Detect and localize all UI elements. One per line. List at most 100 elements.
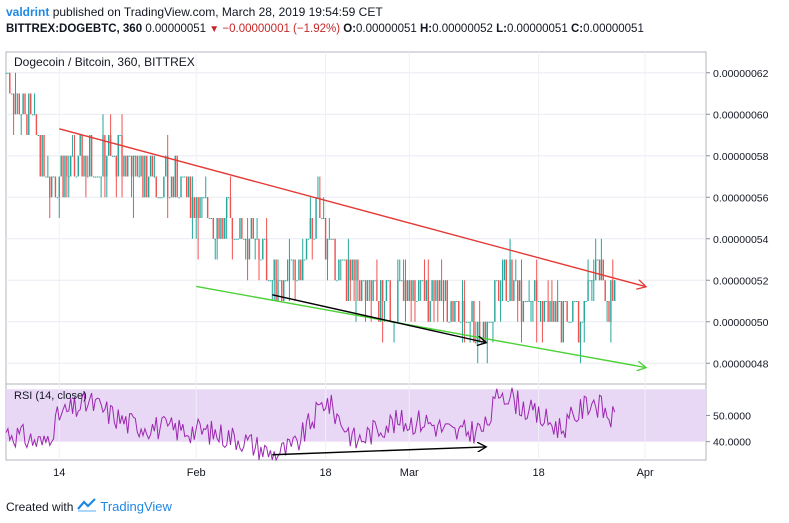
candle-body [7, 72, 9, 74]
candle-body [167, 155, 169, 198]
candle-body [279, 280, 281, 282]
candle-body [45, 176, 47, 178]
candle-body [465, 321, 468, 323]
x-tick-label: 18 [319, 467, 331, 479]
trendline-price-divergence [272, 294, 485, 343]
candle-body [68, 176, 70, 178]
candle-body [416, 301, 418, 302]
candle-body [541, 301, 544, 322]
candle-body [271, 280, 273, 282]
candle-body [208, 218, 211, 219]
y-tick-label: 0.00000060 [713, 109, 769, 121]
candle-body [406, 280, 409, 301]
candle-body [564, 301, 566, 302]
candle-body [33, 114, 36, 116]
candle-body [492, 321, 494, 323]
candle-body [427, 280, 429, 322]
candle-body [397, 280, 399, 322]
candle-body [225, 197, 228, 218]
candle-body [75, 176, 78, 178]
candle-body [334, 238, 336, 281]
candle-body [345, 259, 348, 301]
candle-body [442, 301, 445, 302]
author-link[interactable]: valdrint [6, 5, 50, 19]
open-label: O: [343, 23, 357, 35]
candle-body [199, 197, 201, 218]
candle-body [530, 301, 532, 302]
candle-body [309, 218, 312, 239]
candle-body [537, 301, 540, 302]
low-label: L: [496, 23, 507, 35]
candle-body [94, 176, 97, 178]
candle-body [197, 197, 199, 218]
candle-body [400, 280, 403, 282]
candle-body [184, 176, 186, 178]
candle-body [252, 218, 254, 239]
candle-body [385, 280, 388, 301]
candle-body [89, 135, 91, 177]
chart-canvas[interactable]: 0.00000048 0.00000050 0.00000052 0.00000054… [0, 40, 789, 496]
rsi-band [6, 389, 706, 442]
tradingview-brand-link[interactable]: TradingView [100, 499, 172, 514]
candle-body [532, 301, 534, 302]
trendline-resistance [59, 128, 645, 287]
candle-body [402, 280, 405, 301]
candle-body [480, 342, 483, 344]
candle-body [572, 301, 574, 322]
candle-body [321, 218, 323, 219]
candle-body [361, 280, 363, 301]
candle-body [524, 301, 526, 302]
y-tick-label: 0.00000050 [713, 317, 769, 329]
candle-body [283, 280, 285, 301]
candle-body [477, 321, 479, 343]
candle-body [496, 280, 498, 282]
candle-body [340, 259, 342, 261]
candle-body [237, 238, 239, 240]
price-change: −0.00000001 (−1.92%) [222, 23, 341, 35]
candle-body [555, 301, 557, 322]
last-price: 0.00000051 [145, 23, 207, 35]
candle-body [41, 135, 43, 177]
candle-body [435, 280, 437, 301]
candle-body [106, 155, 108, 177]
candle-body [9, 72, 11, 94]
candle-body [539, 301, 542, 302]
candle-body [229, 197, 232, 218]
candle-body [357, 259, 359, 281]
candle-body [511, 259, 513, 301]
candle-body [467, 321, 469, 323]
candle-body [140, 155, 142, 177]
rsi-tick-label: 50.0000 [713, 410, 751, 422]
candle-body [351, 259, 353, 281]
candle-body [562, 301, 565, 343]
candle-body [265, 238, 268, 281]
candle-body [604, 280, 606, 301]
candle-body [50, 176, 53, 198]
low-value: 0.00000051 [506, 23, 568, 35]
candle-body [187, 176, 190, 198]
candle-body [553, 301, 555, 322]
candle-body [98, 176, 100, 178]
candle-body [570, 321, 572, 323]
candle-body [359, 280, 361, 301]
candle-body [423, 280, 426, 301]
candle-body [144, 155, 146, 198]
candle-body [102, 135, 104, 177]
candle-body [216, 218, 218, 239]
candle-body [286, 280, 289, 282]
candle-body [583, 301, 585, 322]
candle-body [260, 259, 262, 261]
candle-body [305, 238, 308, 260]
candle-body [448, 321, 450, 323]
candle-body [35, 114, 38, 135]
candle-body [125, 155, 127, 177]
candle-body [332, 238, 334, 240]
candle-body [73, 155, 76, 177]
candle-body [269, 280, 272, 282]
candle-body [18, 93, 20, 115]
candle-body [566, 301, 568, 322]
candle-body [5, 72, 7, 74]
candle-body [528, 301, 530, 302]
candle-body [218, 218, 220, 239]
candle-body [87, 176, 89, 178]
